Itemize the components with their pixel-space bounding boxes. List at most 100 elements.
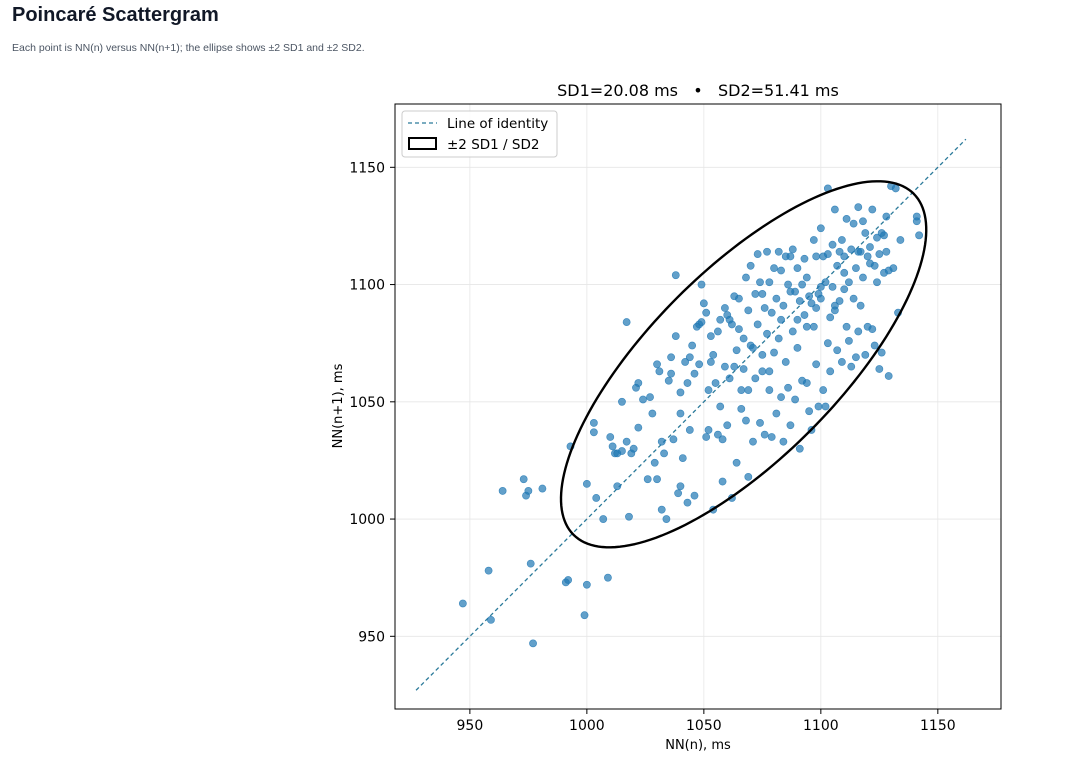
data-point bbox=[746, 261, 755, 270]
data-point bbox=[852, 264, 860, 273]
data-point bbox=[639, 395, 647, 404]
y-tick-label: 1100 bbox=[349, 278, 385, 294]
data-point bbox=[589, 419, 598, 427]
y-axis-label: NN(n+1), ms bbox=[331, 363, 346, 448]
legend: Line of identity ±2 SD1 / SD2 bbox=[401, 110, 558, 158]
x-tick-label: 950 bbox=[457, 718, 484, 734]
data-point bbox=[882, 212, 891, 221]
axis-ticks: 950 1000 1050 1100 1150 950 1000 1050 1100 1150 bbox=[349, 160, 955, 734]
data-point bbox=[564, 576, 573, 584]
data-point bbox=[667, 369, 675, 378]
data-point bbox=[728, 320, 736, 329]
data-point bbox=[657, 505, 666, 514]
data-point bbox=[854, 247, 863, 256]
data-point bbox=[821, 278, 830, 287]
data-point bbox=[809, 236, 818, 244]
data-point bbox=[742, 273, 750, 282]
data-point bbox=[802, 273, 811, 282]
data-point bbox=[739, 365, 748, 373]
grid-lines bbox=[395, 104, 1001, 709]
x-tick-label: 1050 bbox=[686, 718, 722, 734]
data-point bbox=[690, 491, 699, 500]
page-subtitle: Each point is NN(n) versus NN(n+1); the … bbox=[12, 42, 365, 54]
data-point bbox=[706, 332, 715, 341]
data-point bbox=[763, 247, 771, 256]
data-point bbox=[840, 268, 849, 277]
data-point bbox=[742, 416, 750, 425]
data-point bbox=[744, 472, 753, 481]
data-point bbox=[856, 301, 865, 310]
data-point bbox=[849, 294, 858, 303]
data-point bbox=[779, 437, 788, 446]
data-point bbox=[487, 615, 495, 624]
data-point bbox=[751, 374, 760, 383]
data-point bbox=[816, 283, 825, 291]
data-point bbox=[732, 346, 741, 355]
data-point bbox=[711, 379, 720, 387]
data-point bbox=[786, 252, 795, 261]
data-point bbox=[842, 322, 851, 331]
data-point bbox=[643, 475, 652, 484]
data-point bbox=[538, 484, 547, 493]
chart-title: SD1=20.08 ms • SD2=51.41 ms bbox=[557, 81, 839, 100]
data-point bbox=[678, 454, 687, 462]
data-point bbox=[777, 266, 785, 275]
data-point bbox=[842, 215, 851, 223]
data-point bbox=[524, 487, 533, 495]
y-tick-label: 1150 bbox=[349, 160, 385, 176]
data-point bbox=[837, 236, 846, 244]
data-point bbox=[716, 315, 725, 324]
data-point bbox=[690, 369, 699, 378]
data-point bbox=[674, 489, 683, 498]
data-point bbox=[664, 376, 673, 385]
data-point bbox=[739, 334, 748, 343]
data-point bbox=[751, 290, 760, 298]
data-point bbox=[582, 580, 591, 589]
data-point bbox=[758, 290, 767, 298]
data-point bbox=[704, 386, 713, 394]
data-point bbox=[777, 315, 785, 324]
data-point bbox=[772, 409, 781, 418]
data-point bbox=[863, 252, 872, 261]
data-point bbox=[721, 304, 729, 312]
data-point bbox=[758, 367, 767, 376]
data-point bbox=[667, 353, 675, 362]
data-point bbox=[702, 308, 711, 317]
data-point bbox=[877, 348, 886, 357]
data-point bbox=[868, 205, 877, 214]
data-point bbox=[721, 362, 729, 371]
data-point bbox=[802, 322, 811, 331]
x-tick-label: 1150 bbox=[920, 718, 956, 734]
data-point bbox=[718, 435, 727, 444]
data-point bbox=[685, 353, 694, 362]
data-point bbox=[702, 433, 711, 441]
data-point bbox=[634, 379, 643, 387]
data-point bbox=[735, 325, 743, 334]
data-point bbox=[835, 297, 844, 305]
data-point bbox=[608, 442, 617, 451]
data-point bbox=[807, 299, 816, 308]
data-point bbox=[760, 430, 769, 439]
data-point bbox=[648, 409, 657, 418]
data-point bbox=[589, 428, 598, 437]
data-point bbox=[657, 437, 666, 446]
data-point bbox=[683, 498, 692, 507]
data-point bbox=[767, 433, 776, 441]
data-point bbox=[896, 236, 905, 244]
data-point bbox=[655, 367, 664, 376]
data-point bbox=[809, 322, 818, 331]
data-point bbox=[669, 435, 678, 444]
data-point bbox=[760, 304, 769, 312]
data-point bbox=[758, 351, 767, 359]
data-point bbox=[791, 395, 800, 404]
data-point bbox=[795, 444, 804, 453]
data-point bbox=[873, 278, 881, 287]
data-point bbox=[788, 245, 797, 254]
data-point bbox=[749, 437, 757, 446]
identity-line bbox=[415, 138, 967, 691]
data-point bbox=[781, 358, 790, 366]
data-point bbox=[756, 419, 764, 427]
x-axis-label: NN(n), ms bbox=[665, 738, 731, 753]
data-point bbox=[681, 358, 690, 366]
data-point bbox=[592, 494, 601, 502]
